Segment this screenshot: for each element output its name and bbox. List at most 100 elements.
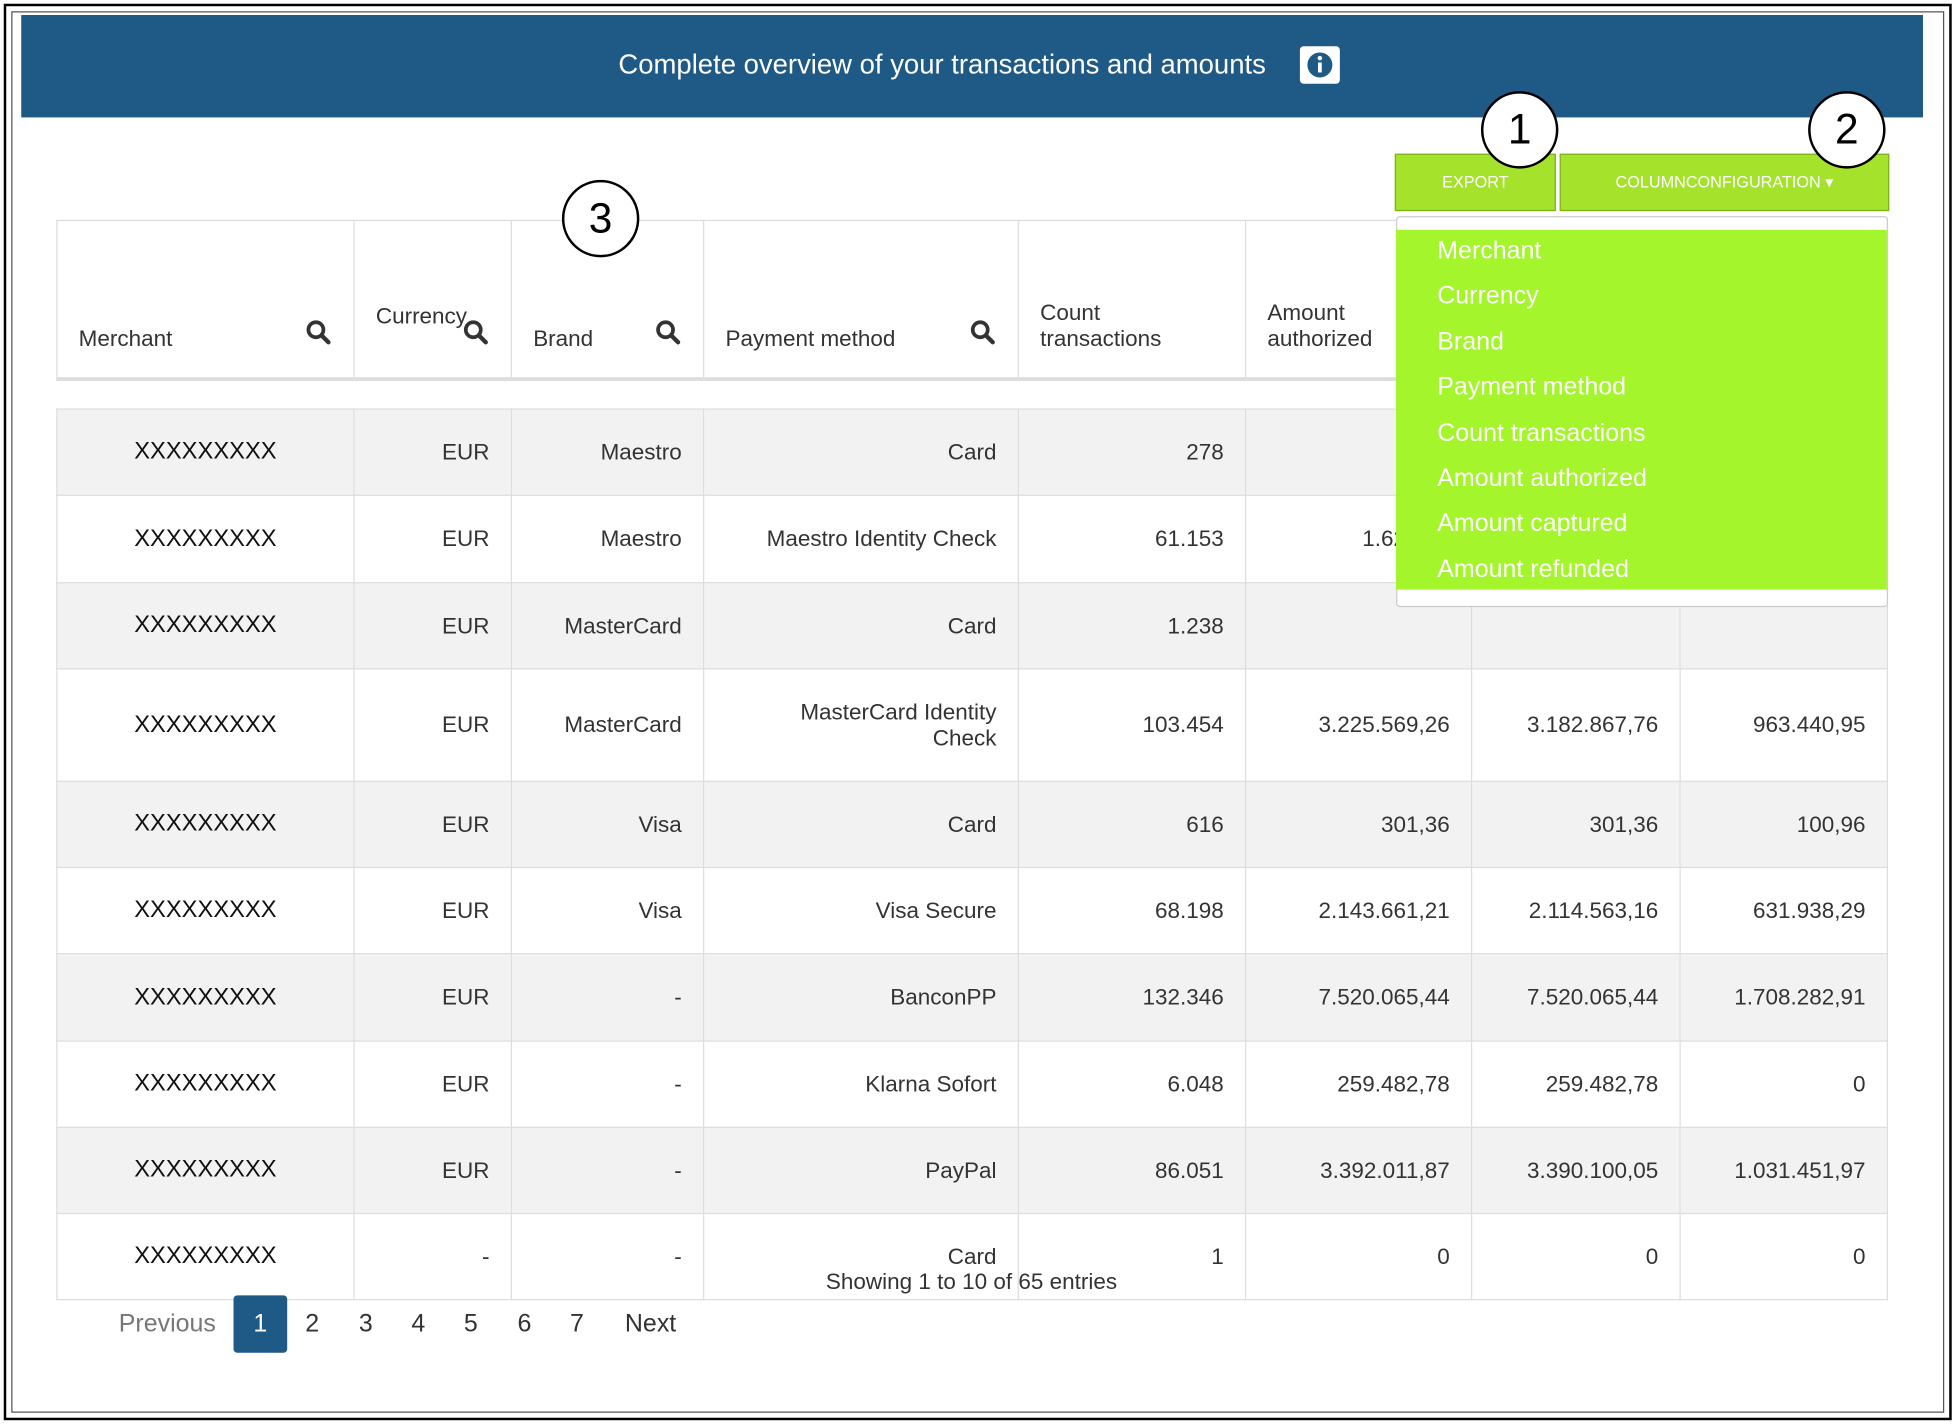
table-cell: 631.938,29 bbox=[1679, 866, 1889, 955]
dropdown-item[interactable]: Currency bbox=[1437, 282, 1539, 311]
cell-text: 963.440,95 bbox=[1753, 711, 1866, 737]
dropdown-item[interactable]: Amount refunded bbox=[1437, 555, 1629, 584]
page-button[interactable]: 7 bbox=[569, 1310, 584, 1338]
table-cell: Card bbox=[703, 1212, 1019, 1301]
table-cell: Card bbox=[703, 582, 1019, 670]
page-button[interactable]: 1 bbox=[233, 1295, 288, 1353]
header-label: Payment method bbox=[725, 326, 896, 351]
cell-text: 7.520.065,44 bbox=[1318, 984, 1450, 1010]
dropdown-item[interactable]: Count transactions bbox=[1437, 419, 1646, 447]
table-cell: XXXXXXXXX bbox=[56, 582, 355, 670]
table-cell: 2.114.563,16 bbox=[1470, 866, 1681, 955]
cell-text: - bbox=[481, 1243, 490, 1269]
cell-text: EUR bbox=[442, 711, 490, 737]
search-icon[interactable] bbox=[970, 320, 995, 345]
table-cell: 3.392.011,87 bbox=[1244, 1126, 1473, 1215]
cell-text: 132.346 bbox=[1142, 984, 1224, 1010]
frame bbox=[11, 11, 1945, 1413]
page-button[interactable]: 6 bbox=[517, 1310, 532, 1338]
cell-text: 3.390.100,05 bbox=[1527, 1157, 1659, 1183]
cell-text: BanconPP bbox=[890, 984, 997, 1010]
cell-text: XXXXXXXXX bbox=[134, 438, 277, 465]
column-header[interactable]: Payment method bbox=[703, 219, 1019, 381]
cell-text: EUR bbox=[442, 811, 490, 837]
frame bbox=[3, 3, 1952, 1421]
page-button[interactable]: 3 bbox=[358, 1310, 373, 1338]
cell-text: XXXXXXXXX bbox=[134, 896, 277, 924]
export-button[interactable]: EXPORT bbox=[1394, 153, 1556, 212]
dropdown-item[interactable]: Amount captured bbox=[1437, 510, 1628, 538]
table-cell: MasterCard bbox=[510, 668, 705, 782]
page-button[interactable]: Previous bbox=[118, 1310, 216, 1338]
cell-text: MasterCard bbox=[564, 711, 682, 737]
table-cell: 61.153 bbox=[1017, 494, 1247, 584]
cell-text: 1 bbox=[1211, 1243, 1224, 1269]
table-cell: 7.520.065,44 bbox=[1470, 953, 1681, 1042]
cell-text: 2.114.563,16 bbox=[1528, 897, 1659, 923]
table-cell: XXXXXXXXX bbox=[56, 494, 355, 584]
cell-text: 616 bbox=[1186, 811, 1224, 837]
cell-text: Card bbox=[947, 439, 997, 465]
cell-text: 2.143.661,21 bbox=[1318, 897, 1450, 923]
title: Complete overview of your transactions a… bbox=[618, 48, 1266, 80]
table-cell bbox=[1887, 1214, 1888, 1300]
page-button[interactable]: Next bbox=[624, 1310, 677, 1338]
cell-text: EUR bbox=[442, 439, 490, 465]
cell-text: 6.048 bbox=[1167, 1071, 1224, 1097]
table-cell: Visa Secure bbox=[703, 866, 1019, 955]
table-cell: 301,36 bbox=[1244, 780, 1473, 869]
cell-text: XXXXXXXXX bbox=[134, 983, 277, 1010]
table-row: XXXXXXXXX EUR - Klarna Sofort 6.048 259.482,7… bbox=[56, 1040, 1889, 1128]
table-cell: 2.143.661,21 bbox=[1244, 866, 1473, 955]
table-cell: - bbox=[510, 953, 705, 1042]
cell-text: 0 bbox=[1853, 1243, 1866, 1269]
table-cell: XXXXXXXXX bbox=[56, 1040, 355, 1128]
search-icon[interactable] bbox=[656, 320, 681, 345]
table-cell: 301,36 bbox=[1470, 780, 1681, 869]
page-button[interactable]: 5 bbox=[463, 1310, 478, 1338]
column-header[interactable]: Count transactions bbox=[1017, 219, 1247, 381]
cell-text: Card bbox=[947, 612, 997, 638]
cell-text: XXXXXXXXX bbox=[134, 1242, 277, 1270]
dropdown-item[interactable]: Amount authorized bbox=[1437, 464, 1647, 493]
dropdown-item[interactable]: Merchant bbox=[1437, 237, 1542, 265]
table-cell: 1.238 bbox=[1017, 582, 1247, 670]
table-cell: EUR bbox=[353, 494, 512, 584]
page-button[interactable]: 2 bbox=[305, 1310, 320, 1338]
table-cell bbox=[1887, 781, 1889, 868]
table-cell: - bbox=[353, 1212, 512, 1301]
cell-text: 7.520.065,44 bbox=[1527, 984, 1659, 1010]
table-cell: 3.390.100,05 bbox=[1470, 1126, 1681, 1215]
cell-text: EUR bbox=[442, 897, 490, 923]
cell-text: 86.051 bbox=[1154, 1157, 1224, 1183]
cell-text: Visa bbox=[638, 811, 682, 837]
table-row: XXXXXXXXX - - Card 1 0 0 0 bbox=[56, 1212, 1889, 1301]
search-icon[interactable] bbox=[306, 320, 331, 345]
cell-text: XXXXXXXXX bbox=[134, 1070, 277, 1097]
table-cell: 259.482,78 bbox=[1244, 1040, 1473, 1128]
column-header[interactable]: Merchant bbox=[56, 219, 355, 381]
table-info: Showing 1 to 10 of 65 entries bbox=[825, 1269, 1118, 1295]
cell-text: Card bbox=[947, 811, 997, 837]
info-icon bbox=[1307, 52, 1333, 78]
column-header[interactable]: Currency bbox=[353, 219, 512, 381]
table-cell: Visa bbox=[510, 866, 705, 955]
table-cell bbox=[1887, 1041, 1888, 1127]
dropdown-item[interactable]: Payment method bbox=[1437, 373, 1627, 402]
table-cell: Card bbox=[703, 408, 1019, 496]
page-button[interactable]: 4 bbox=[411, 1310, 426, 1338]
table-cell: 0 bbox=[1679, 1040, 1889, 1128]
table-cell: MasterCard Identity Check bbox=[703, 668, 1019, 782]
cell-text: - bbox=[674, 1243, 682, 1269]
table-cell bbox=[1887, 867, 1888, 953]
cell-text: EUR bbox=[442, 1071, 490, 1097]
table-row: XXXXXXXXX EUR - PayPal 86.051 3.392.011,87 3.3… bbox=[56, 1126, 1889, 1215]
cell-text: 631.938,29 bbox=[1753, 897, 1866, 923]
info-button[interactable] bbox=[1299, 46, 1340, 84]
cell-text: 1.031.451,97 bbox=[1734, 1157, 1866, 1183]
cell-text: 103.454 bbox=[1142, 711, 1224, 737]
search-icon[interactable] bbox=[463, 320, 488, 345]
dropdown-item[interactable]: Brand bbox=[1437, 328, 1504, 356]
